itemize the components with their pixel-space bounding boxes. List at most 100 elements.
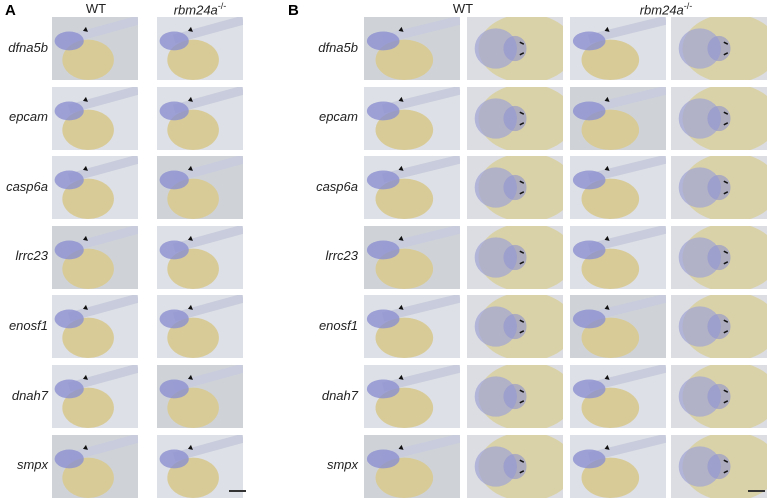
row-label: dnah7	[0, 388, 48, 403]
row-label: casp6a	[0, 179, 48, 194]
genotype: rbm24a	[639, 2, 684, 18]
gene-name: dnah7	[11, 387, 48, 403]
image-panel	[467, 365, 563, 428]
image-panel	[52, 225, 138, 289]
image-panel	[52, 17, 138, 80]
embryo-image	[671, 295, 767, 359]
column-header: rbm24a-/-	[140, 1, 260, 17]
image-panel	[570, 225, 666, 289]
gene-name: dfna5b	[318, 39, 358, 55]
embryo-image	[52, 434, 138, 498]
embryo-image	[364, 156, 460, 220]
embryo-image	[570, 156, 666, 220]
embryo-image	[671, 156, 767, 220]
genotype-superscript: -/-	[683, 1, 693, 11]
embryo-image	[671, 434, 767, 498]
image-panel	[671, 365, 767, 428]
image-panel	[157, 86, 243, 150]
image-panel	[157, 295, 243, 359]
embryo-image	[570, 365, 666, 428]
image-panel	[52, 365, 138, 428]
embryo-image	[364, 17, 460, 80]
image-panel	[671, 17, 767, 80]
embryo-image	[52, 17, 138, 80]
embryo-image	[570, 295, 666, 359]
embryo-image	[467, 86, 563, 150]
image-panel	[364, 225, 460, 289]
image-panel	[671, 434, 767, 498]
row-label: enosf1	[278, 318, 358, 333]
embryo-image	[467, 295, 563, 359]
gene-name: lrrc23	[15, 248, 48, 264]
image-panel	[52, 156, 138, 220]
image-panel	[467, 295, 563, 359]
embryo-image	[364, 434, 460, 498]
row-label: dfna5b	[278, 40, 358, 55]
image-panel	[570, 156, 666, 220]
embryo-image	[157, 365, 243, 428]
embryo-image	[52, 365, 138, 428]
embryo-image	[364, 225, 460, 289]
image-panel	[52, 434, 138, 498]
image-panel	[671, 156, 767, 220]
embryo-image	[671, 365, 767, 428]
row-label: smpx	[278, 457, 358, 472]
gene-name: epcam	[8, 109, 48, 125]
image-panel	[157, 365, 243, 428]
embryo-image	[157, 17, 243, 80]
embryo-image	[157, 434, 243, 498]
image-panel	[570, 86, 666, 150]
image-panel	[467, 17, 563, 80]
embryo-image	[157, 156, 243, 220]
embryo-image	[671, 225, 767, 289]
image-panel	[157, 225, 243, 289]
row-label: lrrc23	[278, 248, 358, 263]
embryo-image	[570, 86, 666, 150]
image-panel	[570, 295, 666, 359]
image-panel	[364, 434, 460, 498]
embryo-image	[52, 156, 138, 220]
row-label: dfna5b	[0, 40, 48, 55]
genotype: WT	[85, 1, 107, 16]
gene-name: casp6a	[6, 178, 48, 194]
gene-name: lrrc23	[325, 248, 358, 264]
genotype: rbm24a	[173, 2, 218, 18]
image-panel	[467, 434, 563, 498]
panel-label: A	[5, 2, 16, 19]
image-panel	[364, 365, 460, 428]
image-panel	[671, 225, 767, 289]
panel-label-text: A	[5, 2, 16, 19]
embryo-image	[157, 86, 243, 150]
row-label: epcam	[278, 109, 358, 124]
image-panel	[570, 434, 666, 498]
embryo-image	[467, 434, 563, 498]
embryo-image	[364, 365, 460, 428]
image-panel	[364, 17, 460, 80]
column-header: WT	[36, 1, 156, 16]
genotype-superscript: -/-	[217, 1, 227, 11]
genotype: WT	[452, 1, 474, 16]
image-panel	[52, 86, 138, 150]
embryo-image	[467, 225, 563, 289]
embryo-image	[364, 295, 460, 359]
scale-bar	[229, 490, 246, 492]
gene-name: enosf1	[318, 317, 358, 333]
gene-name: dnah7	[321, 387, 358, 403]
embryo-image	[364, 86, 460, 150]
image-panel	[570, 17, 666, 80]
image-panel	[157, 434, 243, 498]
image-panel	[52, 295, 138, 359]
image-panel	[467, 225, 563, 289]
embryo-image	[570, 434, 666, 498]
embryo-image	[157, 225, 243, 289]
image-panel	[467, 86, 563, 150]
embryo-image	[52, 295, 138, 359]
row-label: dnah7	[278, 388, 358, 403]
image-panel	[671, 86, 767, 150]
embryo-image	[467, 17, 563, 80]
gene-name: enosf1	[8, 317, 48, 333]
embryo-image	[671, 86, 767, 150]
column-header: WT	[403, 1, 523, 16]
panel-label-text: B	[288, 2, 299, 19]
image-panel	[364, 86, 460, 150]
